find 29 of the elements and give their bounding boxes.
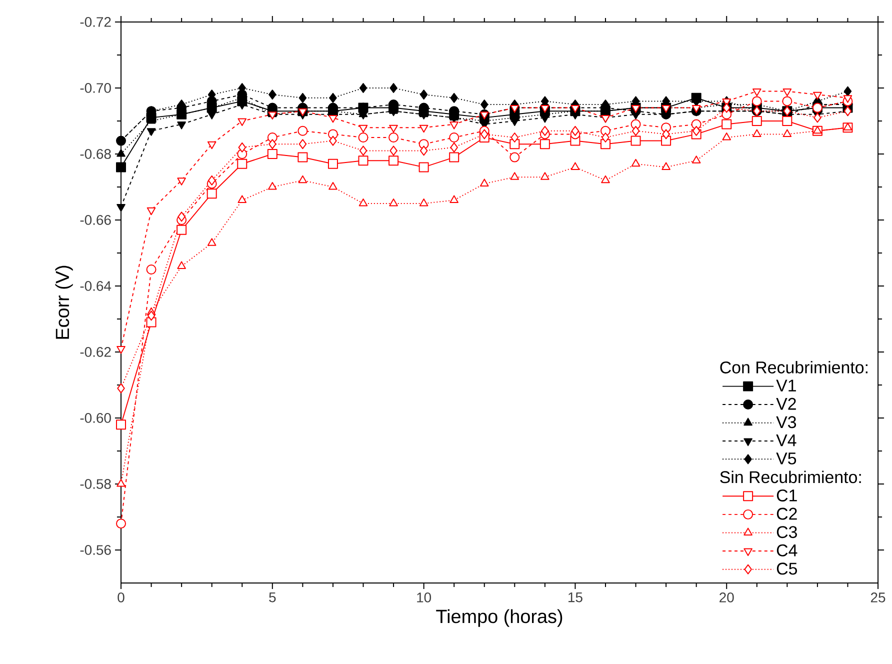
- legend-label: C1: [776, 489, 797, 502]
- x-tick-label: 25: [870, 592, 886, 602]
- y-tick-label: -0.70: [80, 83, 111, 93]
- x-tick-label: 10: [417, 592, 432, 602]
- y-tick-label: -0.62: [80, 347, 111, 357]
- y-tick-label: -0.68: [80, 149, 111, 159]
- y-tick-label: -0.56: [80, 545, 111, 555]
- annotation: Sin Recubrimiento:: [720, 470, 861, 484]
- legend-label: V3: [776, 416, 796, 428]
- y-tick-label: -0.58: [80, 479, 111, 489]
- legend-label: V5: [776, 452, 796, 464]
- legend-label: V1: [776, 380, 796, 392]
- legend-label: C3: [776, 526, 797, 538]
- legend-label: V4: [776, 434, 796, 446]
- x-axis-title: Tiempo (horas): [436, 609, 562, 627]
- y-tick-label: -0.72: [80, 17, 111, 27]
- x-tick-label: 15: [568, 592, 582, 602]
- legend-label: V2: [776, 398, 796, 410]
- x-tick-label: 5: [269, 592, 276, 602]
- y-tick-label: -0.60: [80, 413, 111, 423]
- y-axis-title: Ecorr (V): [55, 266, 73, 339]
- legend-label: C5: [776, 562, 797, 575]
- legend-label: C2: [776, 508, 797, 520]
- annotation: Con Recubrimiento:: [720, 361, 868, 374]
- x-tick-label: 0: [118, 592, 124, 602]
- x-tick-label: 20: [720, 592, 734, 602]
- y-tick-label: -0.66: [80, 215, 111, 225]
- legend-label: C4: [776, 544, 798, 556]
- y-tick-label: -0.64: [80, 281, 112, 291]
